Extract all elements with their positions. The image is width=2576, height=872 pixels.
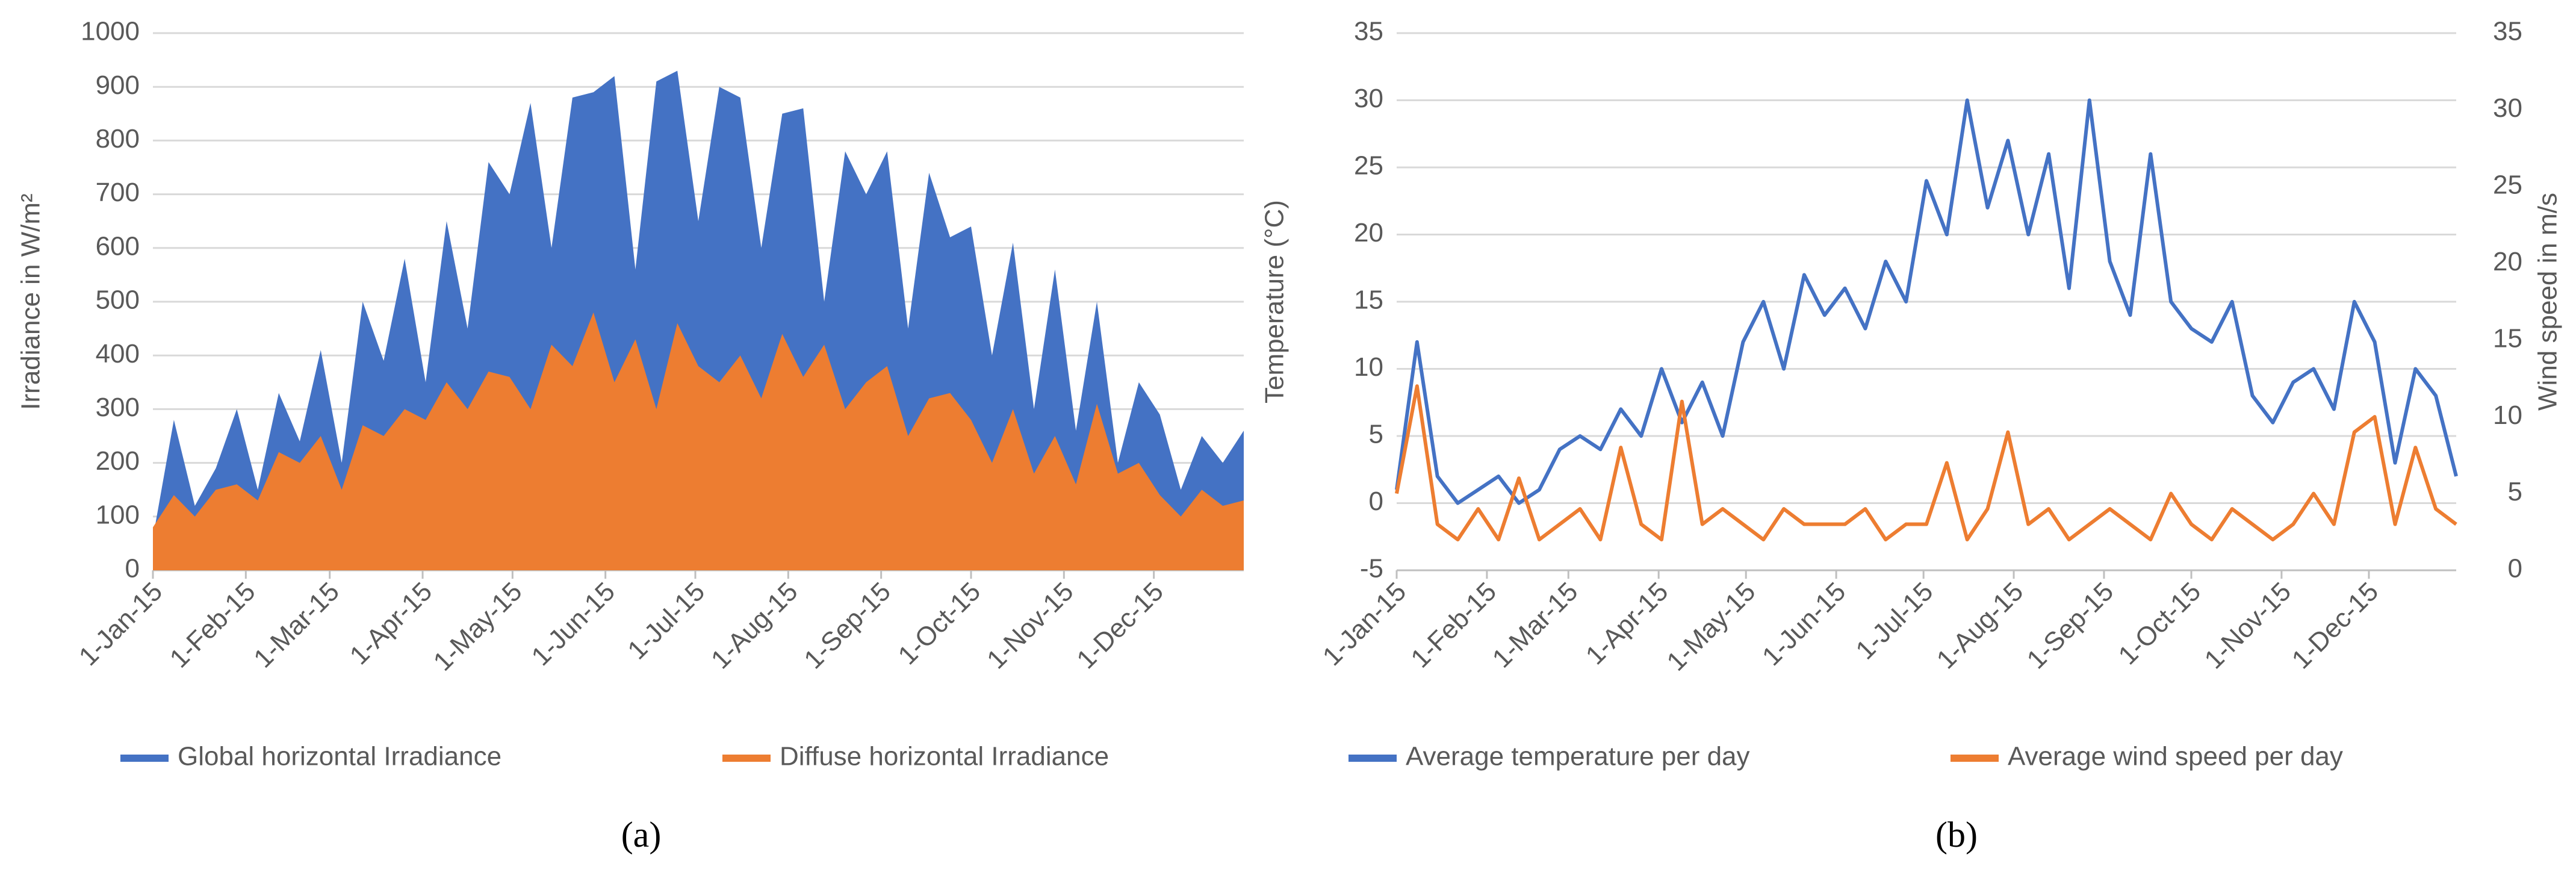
legend-label: Average temperature per day [1406, 742, 1750, 771]
y-tick-label: 15 [1354, 285, 1383, 315]
y-tick-label: 200 [96, 446, 140, 476]
y2-tick-label: 15 [2493, 323, 2522, 353]
y2-tick-label: 30 [2493, 93, 2522, 123]
x-tick-label: 1-May-15 [1661, 577, 1761, 677]
y-tick-label: -5 [1360, 554, 1383, 584]
y2-tick-label: 10 [2493, 400, 2522, 430]
y-tick-label: 700 [96, 178, 140, 207]
y-tick-label: 300 [96, 393, 140, 422]
x-tick-label: 1-Dec-15 [1071, 577, 1169, 675]
y-tick-label: 900 [96, 70, 140, 100]
x-tick-label: 1-Jul-15 [1850, 577, 1938, 665]
y-tick-label: 800 [96, 124, 140, 154]
y-tick-label: 25 [1354, 151, 1383, 181]
legend-label: Diffuse horizontal Irradiance [780, 742, 1109, 771]
line [1395, 384, 2457, 542]
x-tick-label: 1-Oct-15 [893, 577, 987, 671]
x-tick-label: 1-Sep-15 [2022, 577, 2120, 675]
x-tick-label: 1-Oct-15 [2113, 577, 2207, 671]
x-tick-label: 1-May-15 [428, 577, 528, 677]
area [153, 312, 1244, 570]
x-tick-label: 1-Jul-15 [622, 577, 710, 665]
y2-axis-title: Wind speed in m/s [2533, 193, 2563, 411]
x-tick-label: 1-Jun-15 [526, 577, 621, 671]
y-tick-label: 500 [96, 285, 140, 315]
y2-tick-label: 5 [2508, 477, 2522, 506]
y-tick-label: 10 [1354, 352, 1383, 382]
legend-label: Average wind speed per day [2008, 742, 2343, 771]
x-tick-label: 1-Apr-15 [344, 577, 438, 671]
y2-tick-label: 0 [2508, 554, 2522, 584]
y-axis-title: Temperature (°C) [1260, 200, 1290, 403]
caption: (b) [1935, 815, 1978, 855]
line [1395, 98, 2458, 505]
x-tick-label: 1-Nov-15 [2199, 577, 2297, 675]
y-tick-label: 100 [96, 500, 140, 529]
y-tick-label: 1000 [81, 17, 140, 46]
y-tick-label: 5 [1369, 420, 1383, 449]
y-tick-label: 0 [125, 554, 140, 584]
x-tick-label: 1-Mar-15 [248, 577, 345, 674]
x-tick-label: 1-Jun-15 [1757, 577, 1851, 671]
x-tick-label: 1-Aug-15 [706, 577, 804, 675]
x-tick-label: 1-Feb-15 [164, 577, 261, 674]
x-tick-label: 1-Jan-15 [1317, 577, 1412, 671]
x-tick-label: 1-Sep-15 [798, 577, 896, 675]
caption: (a) [621, 815, 662, 855]
x-tick-label: 1-Dec-15 [2286, 577, 2385, 675]
y2-tick-label: 35 [2493, 17, 2522, 46]
y2-tick-label: 20 [2493, 247, 2522, 276]
legend-label: Global horizontal Irradiance [178, 742, 501, 771]
x-tick-label: 1-Nov-15 [981, 577, 1079, 675]
x-tick-label: 1-Jan-15 [73, 577, 168, 671]
y-tick-label: 0 [1369, 487, 1383, 516]
x-tick-label: 1-Apr-15 [1580, 577, 1674, 671]
x-tick-label: 1-Aug-15 [1931, 577, 2029, 675]
y-tick-label: 35 [1354, 17, 1383, 46]
y-tick-label: 30 [1354, 84, 1383, 113]
y-tick-label: 20 [1354, 218, 1383, 248]
x-tick-label: 1-Feb-15 [1405, 577, 1502, 674]
y2-tick-label: 25 [2493, 170, 2522, 199]
y-tick-label: 400 [96, 339, 140, 369]
y-axis-title: Irradiance in W/m² [16, 193, 46, 410]
y-tick-label: 600 [96, 231, 140, 261]
x-tick-label: 1-Mar-15 [1487, 577, 1584, 674]
